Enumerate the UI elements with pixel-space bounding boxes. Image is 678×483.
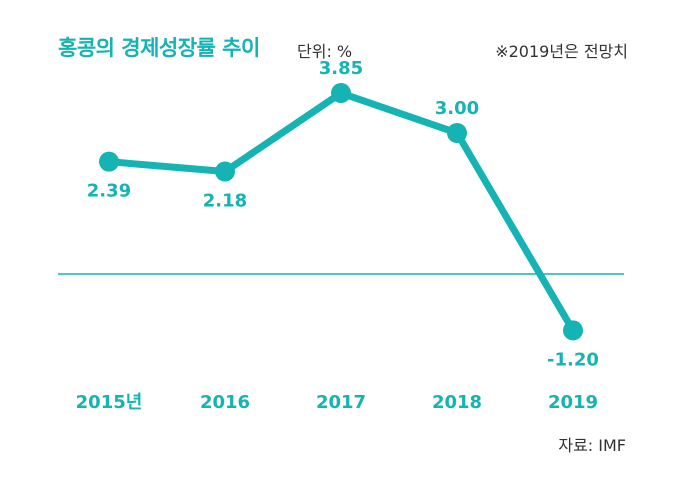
data-point-4 [563, 320, 583, 341]
data-points [99, 83, 583, 341]
x-axis-tick-labels: 2015년 2016 2017 2018 2019 [76, 392, 598, 413]
data-point-1 [215, 161, 235, 182]
data-point-0 [99, 151, 119, 172]
value-label-1: 2.18 [203, 191, 247, 212]
data-point-3 [447, 123, 467, 143]
data-point-2 [331, 83, 351, 104]
x-tick-label-3: 2018 [432, 392, 482, 413]
value-label-4: -1.20 [547, 349, 599, 370]
x-tick-label-0: 2015년 [76, 392, 143, 413]
value-label-0: 2.39 [87, 181, 131, 202]
x-tick-label-2: 2017 [316, 392, 366, 413]
value-labels: 2.39 2.18 3.85 3.00 -1.20 [87, 58, 599, 370]
value-label-3: 3.00 [435, 98, 479, 119]
value-label-2: 3.85 [319, 58, 363, 79]
forecast-note: ※2019년은 전망치 [495, 42, 628, 61]
series-line [105, 89, 577, 334]
x-tick-label-1: 2016 [200, 392, 250, 413]
x-tick-label-4: 2019 [548, 392, 598, 413]
source-label: 자료: IMF [558, 436, 626, 455]
unit-label: 단위: % [297, 42, 353, 61]
chart-title: 홍콩의 경제성장률 추이 [58, 36, 260, 60]
